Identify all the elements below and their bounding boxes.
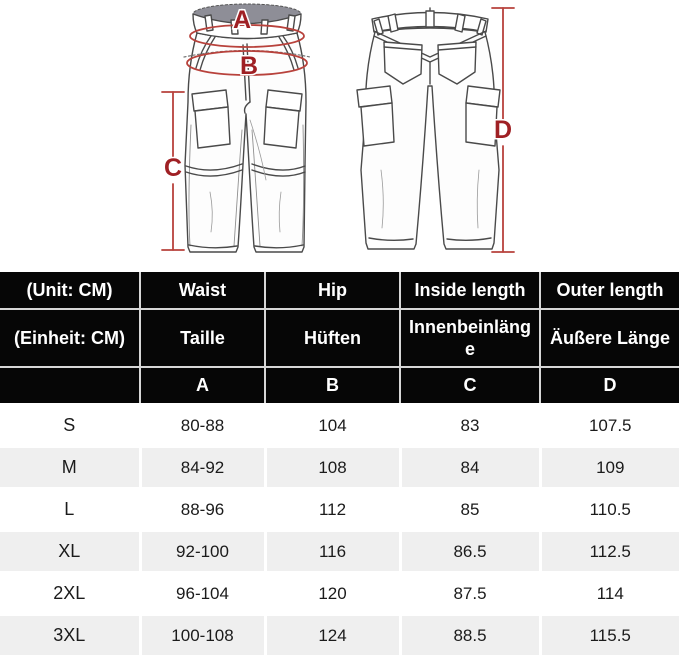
value-cell: 109 (540, 447, 679, 489)
size-cell: XL (0, 531, 140, 573)
header-letter-d: D (540, 367, 679, 405)
value-cell: 114 (540, 573, 679, 615)
value-cell: 107.5 (540, 405, 679, 447)
value-cell: 86.5 (400, 531, 540, 573)
table-row-s: S 80-88 104 83 107.5 (0, 405, 679, 447)
measure-letter-d: D (494, 116, 512, 144)
value-cell: 110.5 (540, 489, 679, 531)
pants-back-view (357, 8, 500, 249)
value-cell: 83 (400, 405, 540, 447)
value-cell: 85 (400, 489, 540, 531)
size-chart-image: A B C D (Unit: CM) Waist Hip Inside leng… (0, 0, 679, 635)
header-outer-length-en: Outer length (540, 272, 679, 309)
value-cell: 87.5 (400, 573, 540, 615)
size-chart-table: (Unit: CM) Waist Hip Inside length Outer… (0, 272, 679, 655)
table-row-xl: XL 92-100 116 86.5 112.5 (0, 531, 679, 573)
table-row-m: M 84-92 108 84 109 (0, 447, 679, 489)
header-unit-en: (Unit: CM) (0, 272, 140, 309)
size-cell: M (0, 447, 140, 489)
value-cell: 84-92 (140, 447, 265, 489)
header-row-letters: A B C D (0, 367, 679, 405)
value-cell: 108 (265, 447, 400, 489)
cargo-pockets-back (357, 86, 500, 146)
header-row-en: (Unit: CM) Waist Hip Inside length Outer… (0, 272, 679, 309)
header-inside-length-de: Innenbeinlänge (400, 309, 540, 367)
value-cell: 112.5 (540, 531, 679, 573)
value-cell: 84 (400, 447, 540, 489)
value-cell: 80-88 (140, 405, 265, 447)
measure-letter-c: C (164, 154, 182, 182)
header-letter-c: C (400, 367, 540, 405)
header-letter-blank (0, 367, 140, 405)
header-row-de: (Einheit: CM) Taille Hüften Innenbeinlän… (0, 309, 679, 367)
header-waist-en: Waist (140, 272, 265, 309)
measure-letter-a: A (233, 6, 251, 34)
value-cell: 88-96 (140, 489, 265, 531)
header-letter-b: B (265, 367, 400, 405)
size-cell: S (0, 405, 140, 447)
header-letter-a: A (140, 367, 265, 405)
size-cell: L (0, 489, 140, 531)
table-row-l: L 88-96 112 85 110.5 (0, 489, 679, 531)
header-outer-length-de: Äußere Länge (540, 309, 679, 367)
measure-letter-b: B (240, 52, 258, 80)
pants-front-view (185, 4, 306, 252)
value-cell: 96-104 (140, 573, 265, 615)
value-cell: 120 (265, 573, 400, 615)
header-hip-de: Hüften (265, 309, 400, 367)
value-cell: 104 (265, 405, 400, 447)
size-cell: 2XL (0, 573, 140, 615)
value-cell: 112 (265, 489, 400, 531)
header-waist-de: Taille (140, 309, 265, 367)
value-cell: 92-100 (140, 531, 265, 573)
header-unit-de: (Einheit: CM) (0, 309, 140, 367)
pants-diagram: A B C D (0, 0, 679, 272)
header-hip-en: Hip (265, 272, 400, 309)
value-cell: 116 (265, 531, 400, 573)
header-inside-length-en: Inside length (400, 272, 540, 309)
table-row-2xl: 2XL 96-104 120 87.5 114 (0, 573, 679, 615)
